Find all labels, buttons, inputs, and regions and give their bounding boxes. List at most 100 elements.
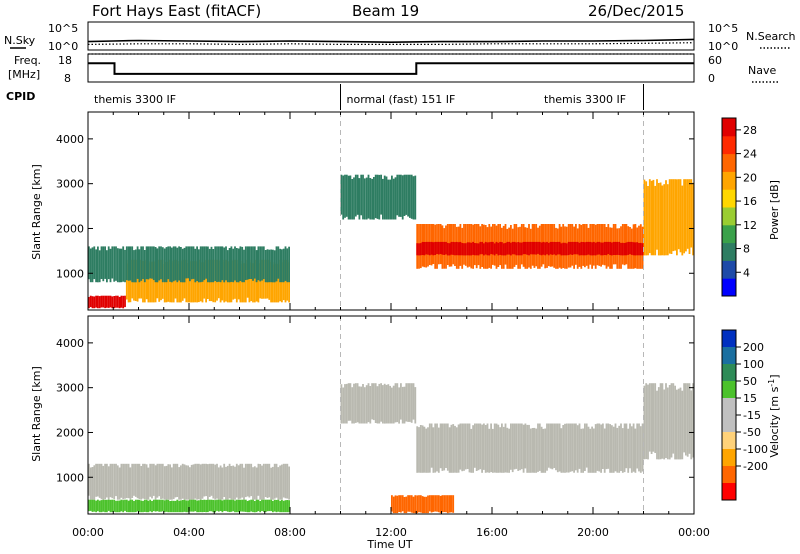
echo-cell bbox=[565, 423, 568, 473]
echo-cell bbox=[448, 427, 451, 473]
echo-cell bbox=[679, 179, 682, 253]
echo-cell bbox=[645, 181, 648, 256]
echo-cell bbox=[272, 249, 274, 283]
nsearch-tick-bottom: 10^0 bbox=[708, 40, 738, 53]
velocity-colorbar-tick-label: 50 bbox=[743, 375, 757, 388]
echo-cell bbox=[244, 499, 247, 512]
echo-cell bbox=[275, 246, 278, 282]
echo-cell bbox=[160, 499, 162, 512]
echo-cell bbox=[257, 246, 260, 281]
echo-cell bbox=[281, 464, 283, 500]
echo-cell bbox=[600, 242, 602, 256]
echo-cell bbox=[529, 428, 532, 473]
echo-cell bbox=[89, 295, 92, 308]
echo-cell bbox=[97, 499, 99, 512]
echo-cell bbox=[98, 463, 101, 498]
echo-cell bbox=[234, 246, 236, 281]
velocity-colorbar-tick-label: -15 bbox=[743, 409, 761, 422]
echo-cell bbox=[239, 499, 242, 512]
echo-cell bbox=[367, 174, 370, 219]
echo-cell bbox=[154, 247, 157, 283]
echo-cell bbox=[638, 243, 640, 256]
echo-cell bbox=[421, 241, 424, 255]
echo-cell bbox=[201, 463, 204, 499]
echo-cell bbox=[268, 499, 271, 512]
echo-cell bbox=[93, 246, 96, 280]
echo-cell bbox=[201, 246, 204, 282]
echo-cell bbox=[131, 499, 134, 513]
echo-cell bbox=[187, 465, 189, 500]
echo-cell bbox=[612, 241, 615, 255]
echo-cell bbox=[538, 241, 541, 255]
echo-cell bbox=[142, 500, 144, 513]
echo-cell bbox=[243, 249, 245, 283]
echo-cell bbox=[198, 463, 200, 500]
echo-cell bbox=[95, 249, 97, 283]
echo-cell bbox=[547, 242, 550, 256]
echo-cell bbox=[174, 463, 177, 498]
echo-cell bbox=[385, 384, 388, 424]
echo-cell bbox=[614, 241, 617, 256]
echo-cell bbox=[262, 259, 265, 299]
echo-cell bbox=[657, 183, 660, 256]
echo-cell bbox=[591, 242, 593, 256]
echo-cell bbox=[161, 499, 164, 512]
echo-cell bbox=[558, 241, 561, 255]
echo-cell bbox=[104, 463, 106, 500]
echo-cell bbox=[598, 423, 601, 472]
echo-cell bbox=[665, 383, 667, 458]
echo-cell bbox=[537, 423, 539, 472]
echo-cell bbox=[677, 388, 680, 460]
echo-cell bbox=[248, 246, 251, 279]
echo-cell bbox=[416, 426, 419, 473]
echo-cell bbox=[282, 248, 285, 283]
velocity-colorbar-tick-label: -200 bbox=[743, 460, 768, 473]
echo-cell bbox=[663, 389, 666, 460]
echo-cell bbox=[351, 387, 354, 424]
echo-cell bbox=[163, 248, 166, 283]
echo-cell bbox=[670, 179, 673, 254]
noise-panel: N.Sky 10^5 10^0 10^5 10^0 N.Search bbox=[4, 21, 796, 53]
echo-cell bbox=[277, 246, 280, 279]
y-tick-label: 4000 bbox=[56, 337, 84, 350]
echo-cell bbox=[214, 246, 217, 281]
echo-cell bbox=[199, 499, 202, 513]
echo-cell bbox=[219, 465, 222, 500]
echo-cell bbox=[394, 383, 397, 423]
echo-cell bbox=[142, 246, 144, 280]
echo-cell bbox=[255, 499, 258, 513]
echo-cell bbox=[441, 241, 444, 255]
echo-cell bbox=[578, 423, 581, 469]
echo-cell bbox=[134, 463, 137, 497]
echo-cell bbox=[237, 248, 240, 283]
echo-cell bbox=[533, 241, 536, 255]
echo-cell bbox=[187, 246, 189, 279]
echo-cell bbox=[454, 242, 456, 256]
echo-cell bbox=[349, 175, 352, 220]
echo-cell bbox=[125, 499, 128, 513]
echo-cell bbox=[677, 179, 680, 250]
echo-cell bbox=[97, 246, 99, 283]
echo-cell bbox=[104, 246, 106, 279]
echo-cell bbox=[282, 500, 285, 513]
echo-cell bbox=[241, 246, 244, 283]
echo-cell bbox=[347, 383, 350, 421]
echo-cell bbox=[212, 499, 215, 513]
echo-cell bbox=[243, 467, 245, 500]
echo-cell bbox=[582, 242, 584, 256]
echo-cell bbox=[591, 426, 593, 473]
echo-cell bbox=[266, 463, 269, 498]
echo-cell bbox=[183, 464, 186, 500]
echo-cell bbox=[495, 423, 498, 473]
echo-cell bbox=[131, 246, 134, 283]
echo-cell bbox=[223, 499, 226, 511]
echo-cell bbox=[621, 428, 624, 473]
echo-cell bbox=[246, 463, 249, 497]
echo-cell bbox=[535, 241, 538, 255]
echo-cell bbox=[149, 246, 152, 279]
echo-cell bbox=[430, 495, 433, 513]
velocity-colorbar-tick-label: 200 bbox=[743, 341, 764, 354]
echo-cell bbox=[392, 178, 395, 220]
echo-cell bbox=[427, 241, 429, 255]
echo-cell bbox=[205, 499, 207, 513]
